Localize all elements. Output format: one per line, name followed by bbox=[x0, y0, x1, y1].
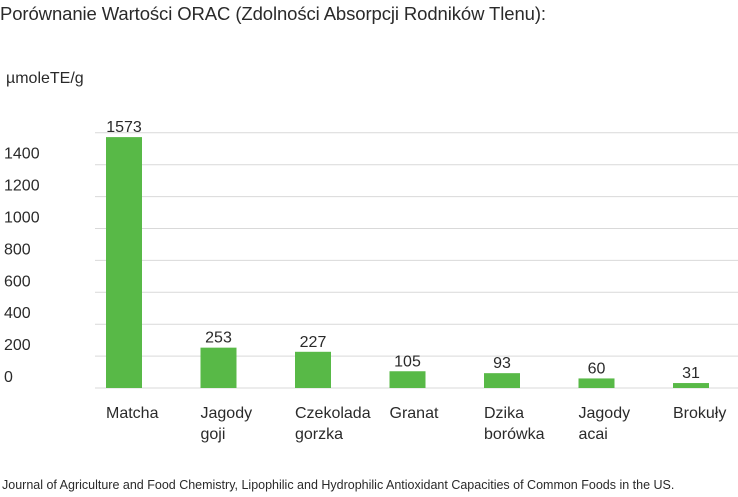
category-label-line: Jagody bbox=[579, 405, 631, 422]
bar bbox=[389, 371, 426, 388]
data-label: 227 bbox=[300, 334, 327, 351]
y-tick-label: 0 bbox=[4, 369, 13, 386]
data-label: 31 bbox=[682, 365, 700, 382]
y-axis-unit-label: µmoleTE/g bbox=[6, 70, 84, 87]
category-label: Czekolada gorzka bbox=[295, 405, 371, 443]
category-label-line: gorzka bbox=[295, 426, 343, 443]
data-label: 105 bbox=[394, 353, 421, 370]
category-label-line: acai bbox=[579, 426, 608, 443]
bars bbox=[106, 137, 709, 388]
category-labels: Matcha Jagody goji Czekolada gorzka Granat Dzi… bbox=[106, 405, 726, 443]
data-label: 253 bbox=[205, 330, 232, 347]
data-label: 93 bbox=[493, 355, 511, 372]
category-label: Jagody acai bbox=[579, 405, 631, 443]
gridlines bbox=[95, 132, 738, 389]
category-label: Granat bbox=[390, 405, 439, 422]
y-tick-label: 1000 bbox=[4, 210, 40, 227]
category-label-line: Brokuły bbox=[673, 405, 726, 422]
y-tick-label: 1400 bbox=[4, 146, 40, 163]
chart-title: Porównanie Wartości ORAC (Zdolności Abso… bbox=[0, 3, 546, 24]
bar bbox=[578, 378, 615, 388]
y-tick-label: 200 bbox=[4, 337, 31, 354]
category-label-line: borówka bbox=[484, 426, 545, 443]
y-tick-label: 1200 bbox=[4, 178, 40, 195]
bar bbox=[106, 137, 142, 388]
category-label: Brokuły bbox=[673, 405, 726, 422]
bar bbox=[484, 373, 520, 388]
bar bbox=[200, 347, 237, 388]
category-label: Matcha bbox=[106, 405, 159, 422]
bar bbox=[673, 383, 709, 388]
data-label: 60 bbox=[588, 360, 606, 377]
category-label-line: Jagody bbox=[201, 405, 253, 422]
data-label: 1573 bbox=[106, 119, 142, 136]
y-tick-label: 400 bbox=[4, 305, 31, 322]
category-label: Jagody goji bbox=[201, 405, 253, 443]
category-label-line: Granat bbox=[390, 405, 439, 422]
bar-chart: 0 200 400 600 800 1000 1200 1400 1573 253 227 105 9… bbox=[4, 119, 738, 443]
data-labels: 1573 253 227 105 93 60 31 bbox=[106, 119, 700, 382]
bar bbox=[295, 351, 331, 388]
category-label-line: Czekolada bbox=[295, 405, 371, 422]
y-axis-ticks: 0 200 400 600 800 1000 1200 1400 bbox=[4, 146, 40, 386]
category-label-line: Matcha bbox=[106, 405, 159, 422]
y-tick-label: 600 bbox=[4, 273, 31, 290]
source-note: Journal of Agriculture and Food Chemistr… bbox=[2, 478, 675, 492]
y-tick-label: 800 bbox=[4, 241, 31, 258]
category-label-line: Dzika bbox=[484, 405, 524, 422]
category-label-line: goji bbox=[201, 426, 226, 443]
category-label: Dzika borówka bbox=[484, 405, 545, 443]
